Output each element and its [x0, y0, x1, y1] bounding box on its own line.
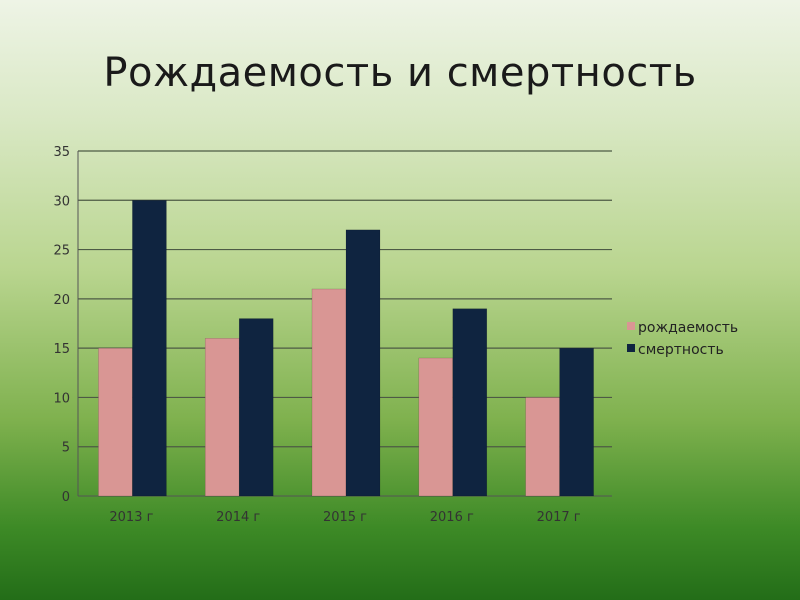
bar	[98, 347, 133, 497]
y-tick-label: 5	[62, 441, 70, 456]
x-tick-label: 2013 г	[109, 510, 153, 525]
legend-swatch	[627, 322, 635, 330]
x-tick-label: 2014 г	[216, 510, 260, 525]
x-axis-ticks: 2013 г 2014 г 2015 г 2016 г 2017 г	[109, 510, 580, 525]
y-tick-label: 30	[53, 194, 70, 209]
bar	[559, 347, 594, 497]
y-tick-label: 25	[53, 244, 70, 259]
y-tick-label: 0	[62, 490, 70, 505]
legend-label: рождаемость	[638, 320, 738, 336]
y-tick-label: 20	[53, 293, 70, 308]
bar	[132, 200, 167, 497]
bar	[238, 318, 274, 497]
legend: рождаемость смертность	[627, 320, 738, 358]
bar	[345, 229, 381, 497]
y-tick-label: 10	[53, 391, 70, 406]
x-tick-label: 2016 г	[430, 510, 474, 525]
bar	[525, 397, 560, 497]
bar	[418, 357, 454, 497]
x-tick-label: 2017 г	[537, 510, 581, 525]
y-tick-label: 35	[53, 145, 70, 160]
y-axis-ticks: 0 5 10 15 20 25 30 35	[53, 145, 70, 505]
y-tick-label: 15	[53, 342, 70, 357]
x-tick-label: 2015 г	[323, 510, 367, 525]
legend-swatch	[627, 344, 635, 352]
slide-title: Рождаемость и смертность	[103, 50, 697, 96]
bar	[452, 308, 488, 497]
bar	[311, 288, 347, 497]
legend-label: смертность	[638, 342, 724, 358]
bar	[204, 338, 240, 497]
bars	[98, 200, 594, 497]
